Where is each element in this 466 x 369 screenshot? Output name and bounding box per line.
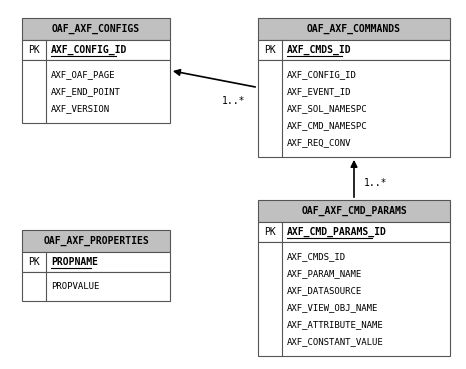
Text: PROPNAME: PROPNAME <box>51 257 98 267</box>
Text: AXF_CMD_NAMESPC: AXF_CMD_NAMESPC <box>287 121 368 130</box>
Bar <box>258 242 450 356</box>
Text: AXF_END_POINT: AXF_END_POINT <box>51 87 121 96</box>
Text: PK: PK <box>28 257 40 267</box>
Text: OAF_AXF_COMMANDS: OAF_AXF_COMMANDS <box>307 24 401 34</box>
Text: AXF_SOL_NAMESPC: AXF_SOL_NAMESPC <box>287 104 368 113</box>
Text: OAF_AXF_PROPERTIES: OAF_AXF_PROPERTIES <box>43 236 149 246</box>
Text: PK: PK <box>264 45 276 55</box>
Text: AXF_VERSION: AXF_VERSION <box>51 104 110 113</box>
Text: OAF_AXF_CONFIGS: OAF_AXF_CONFIGS <box>52 24 140 34</box>
Text: AXF_ATTRIBUTE_NAME: AXF_ATTRIBUTE_NAME <box>287 320 384 329</box>
Text: AXF_CMD_PARAMS_ID: AXF_CMD_PARAMS_ID <box>287 227 387 237</box>
Text: AXF_CMDS_ID: AXF_CMDS_ID <box>287 252 346 261</box>
Text: PROPVALUE: PROPVALUE <box>51 282 99 291</box>
Text: AXF_EVENT_ID: AXF_EVENT_ID <box>287 87 351 96</box>
Bar <box>22 230 170 252</box>
Text: AXF_CMDS_ID: AXF_CMDS_ID <box>287 45 352 55</box>
Text: AXF_OAF_PAGE: AXF_OAF_PAGE <box>51 70 116 79</box>
Bar <box>258 222 450 242</box>
Bar <box>258 60 450 157</box>
Bar <box>258 200 450 222</box>
Text: AXF_CONSTANT_VALUE: AXF_CONSTANT_VALUE <box>287 337 384 346</box>
Bar <box>258 18 450 40</box>
Bar <box>22 272 170 301</box>
Bar <box>258 40 450 60</box>
Text: AXF_CONFIG_ID: AXF_CONFIG_ID <box>51 45 127 55</box>
Bar <box>22 18 170 40</box>
Text: AXF_PARAM_NAME: AXF_PARAM_NAME <box>287 269 362 278</box>
Text: 1..*: 1..* <box>222 97 246 107</box>
Text: 1..*: 1..* <box>364 179 388 189</box>
Bar <box>22 60 170 123</box>
Bar <box>22 40 170 60</box>
Text: OAF_AXF_CMD_PARAMS: OAF_AXF_CMD_PARAMS <box>301 206 407 216</box>
Text: AXF_CONFIG_ID: AXF_CONFIG_ID <box>287 70 357 79</box>
Text: AXF_REQ_CONV: AXF_REQ_CONV <box>287 138 351 147</box>
Text: PK: PK <box>28 45 40 55</box>
Text: AXF_DATASOURCE: AXF_DATASOURCE <box>287 286 362 295</box>
Bar <box>22 252 170 272</box>
Text: AXF_VIEW_OBJ_NAME: AXF_VIEW_OBJ_NAME <box>287 303 378 312</box>
Text: PK: PK <box>264 227 276 237</box>
